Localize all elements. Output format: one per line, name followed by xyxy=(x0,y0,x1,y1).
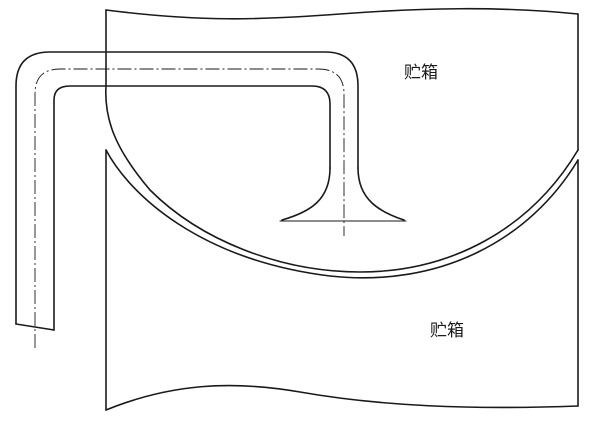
lower-tank-bottom-edge xyxy=(105,384,579,411)
pipe-centerline xyxy=(34,68,345,348)
upper-tank-label: 贮箱 xyxy=(404,63,438,83)
pipe-inner-wall xyxy=(53,85,331,331)
upper-tank-dome-inner xyxy=(105,149,579,279)
upper-tank-top-edge xyxy=(105,7,579,20)
pipe-open-end xyxy=(15,323,55,331)
bell-mouth-left xyxy=(281,167,331,221)
bell-mouth-right xyxy=(357,167,405,221)
pipe-outer-wall xyxy=(15,51,359,325)
upper-tank-dome-outer xyxy=(105,85,579,273)
lower-tank-label: 贮箱 xyxy=(430,321,464,341)
